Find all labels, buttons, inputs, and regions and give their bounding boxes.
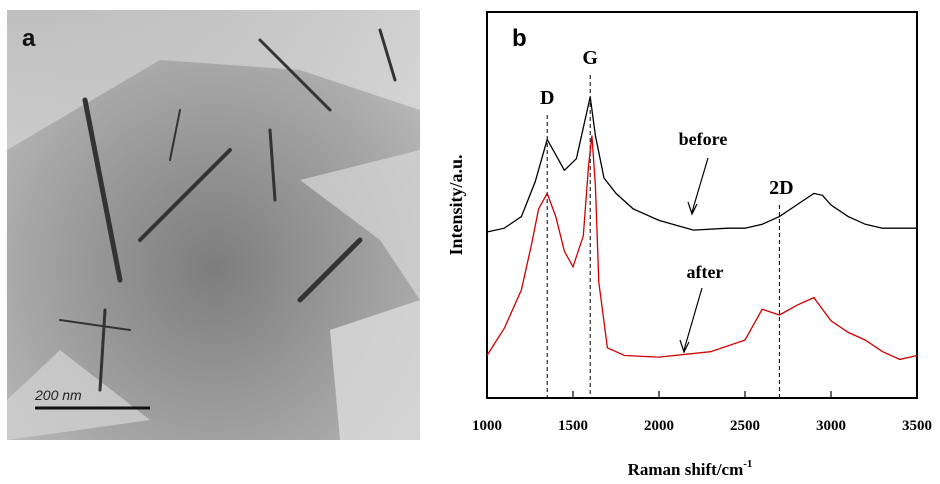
series-line: [486, 135, 918, 361]
scale-bar-label: 200 nm: [34, 387, 82, 403]
peak-label: D: [540, 87, 554, 109]
x-tick-label: 3500: [902, 418, 932, 434]
x-tick-label: 3000: [816, 418, 846, 434]
x-tick-label: 2500: [730, 418, 760, 434]
panel-label: b: [512, 25, 527, 52]
panel-label: a: [22, 25, 36, 52]
x-axis-label-sup: -1: [743, 458, 752, 470]
peak-label: G: [582, 47, 598, 69]
series-name: after: [687, 262, 724, 282]
y-axis-label: Intensity/a.u.: [446, 154, 466, 255]
peak-label: 2D: [769, 177, 793, 199]
x-tick-label: 1500: [558, 418, 588, 434]
x-axis-label: Raman shift/cm-1: [628, 458, 753, 479]
tem-image: a 200 nm: [7, 10, 420, 440]
plot: [486, 11, 918, 399]
x-tick-label: 1000: [472, 418, 502, 434]
arrows: [679, 157, 709, 354]
series-line: [486, 96, 917, 233]
series-name: before: [679, 129, 728, 149]
x-tick-label: 2000: [644, 418, 674, 434]
plot-frame: [486, 11, 918, 399]
